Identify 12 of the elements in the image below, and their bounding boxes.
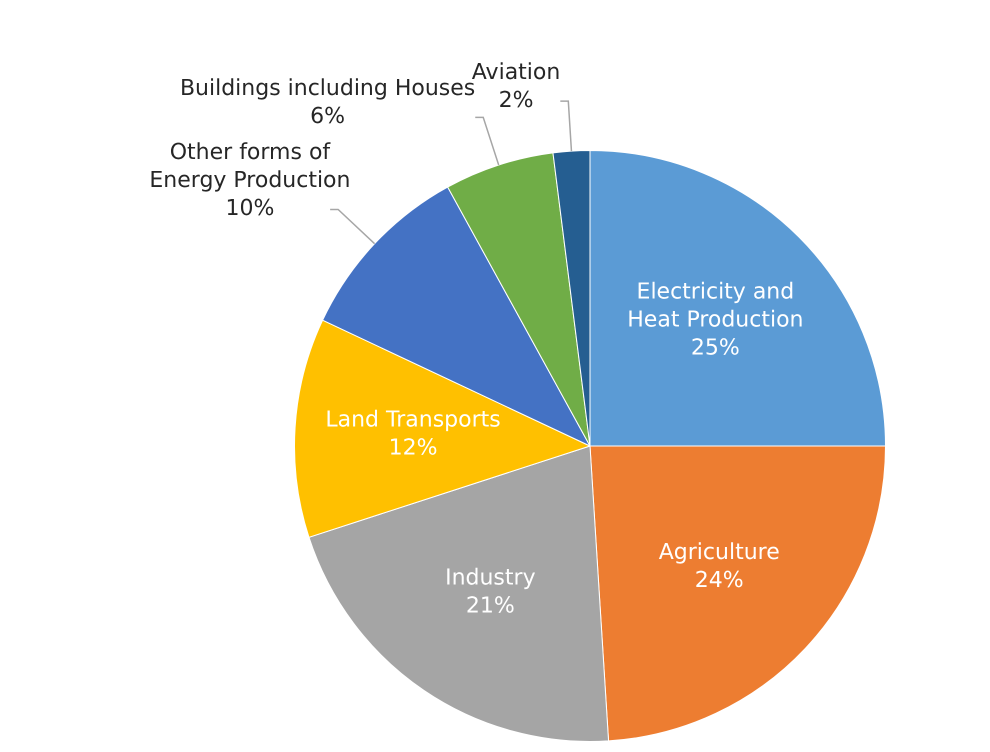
slice-label: Agriculture	[658, 540, 780, 566]
data-label: 2%	[498, 88, 534, 113]
data-label: 21%	[466, 593, 515, 618]
data-label: 10%	[225, 196, 274, 222]
slice-label: Other forms of Energy Production	[149, 140, 350, 194]
slice-label: Electricity and Heat Production	[627, 279, 804, 332]
data-label: 24%	[694, 568, 744, 594]
slice-label: Land Transports	[325, 408, 501, 433]
data-label: 12%	[388, 436, 438, 461]
slice-label: Industry	[445, 565, 536, 590]
data-label: 25%	[690, 335, 740, 360]
data-label: 6%	[310, 104, 346, 130]
